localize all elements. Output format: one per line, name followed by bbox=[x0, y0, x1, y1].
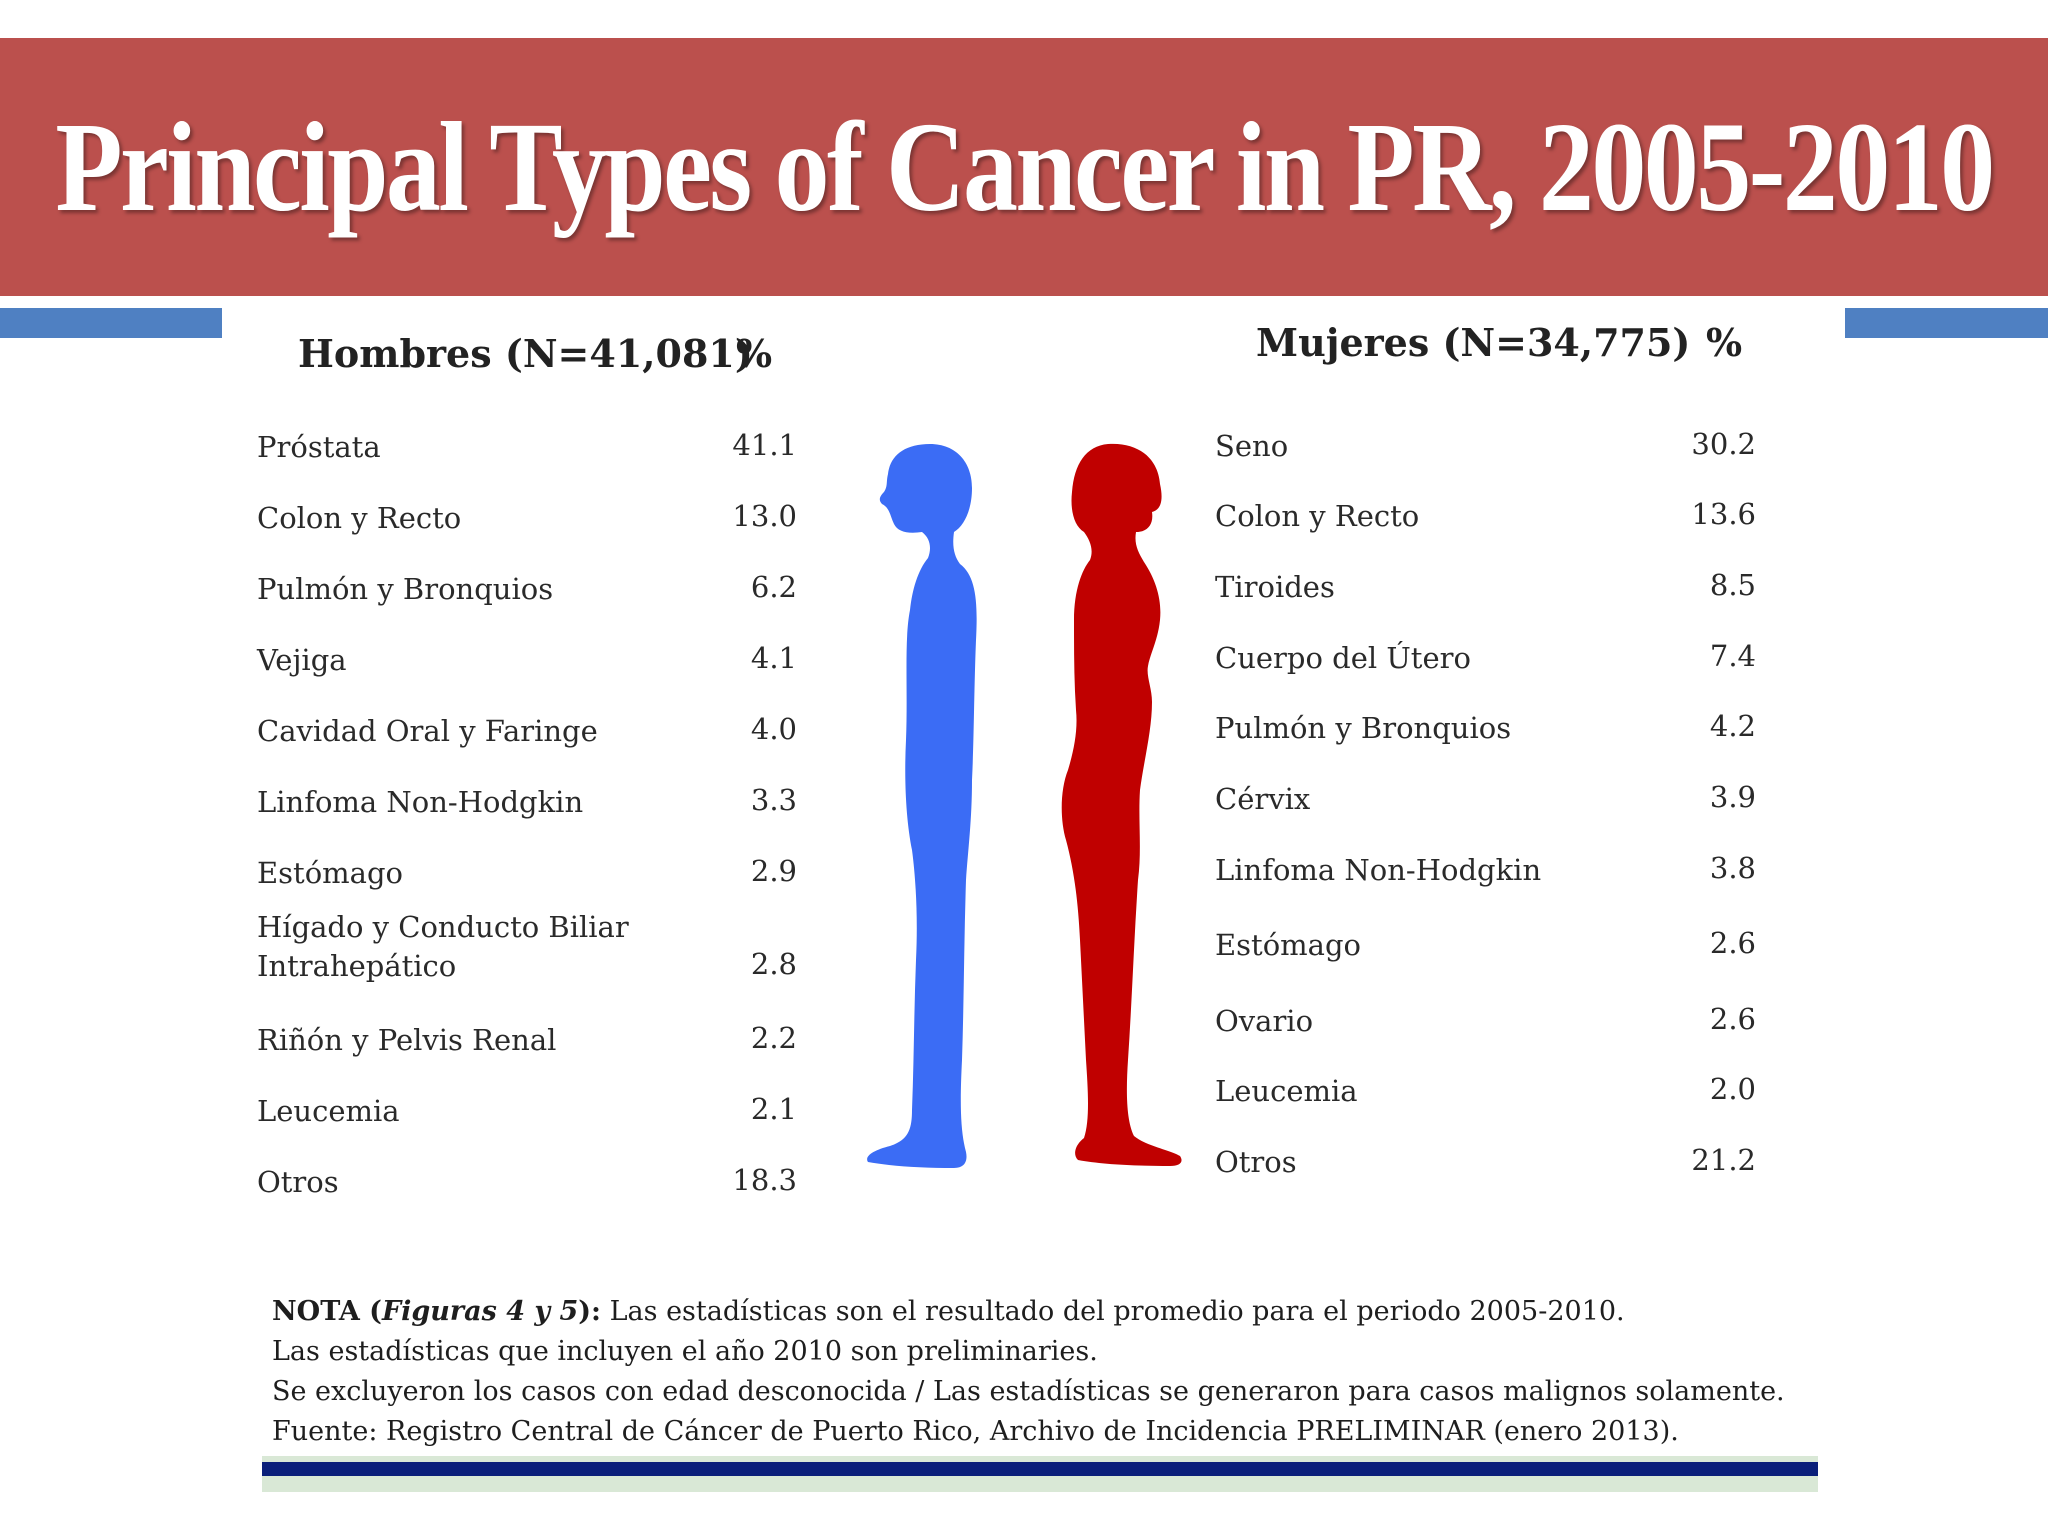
hombres-row-label: Vejiga bbox=[257, 643, 347, 677]
hombres-row-label: Próstata bbox=[257, 430, 381, 464]
mujeres-row-value: 3.8 bbox=[1709, 851, 1756, 885]
note-prefix: NOTA ( bbox=[272, 1296, 382, 1327]
mujeres-row-value: 7.4 bbox=[1709, 639, 1756, 673]
mujeres-row-label: Otros bbox=[1215, 1145, 1297, 1179]
male-silhouette bbox=[867, 444, 977, 1168]
female-figure-icon bbox=[1061, 443, 1182, 1167]
hombres-row-label: Pulmón y Bronquios bbox=[257, 572, 554, 606]
hombres-row-label: Otros bbox=[257, 1165, 339, 1199]
hombres-row-label: Estómago bbox=[257, 856, 403, 890]
mujeres-header: Mujeres (N=34,775) bbox=[1256, 320, 1691, 365]
hombres-row-value: 4.0 bbox=[750, 712, 797, 746]
note-line-1: NOTA (Figuras 4 y 5): Las estadísticas s… bbox=[272, 1292, 1832, 1332]
mujeres-row-value: 8.5 bbox=[1709, 568, 1756, 602]
hombres-row-value: 3.3 bbox=[750, 783, 797, 817]
note-line-2: Las estadísticas que incluyen el año 201… bbox=[272, 1336, 1098, 1367]
hombres-row-value: 18.3 bbox=[732, 1163, 797, 1197]
footer-rule-navy bbox=[262, 1462, 1818, 1476]
mujeres-row-value: 3.9 bbox=[1709, 780, 1756, 814]
mujeres-row-label: Tiroides bbox=[1215, 570, 1335, 604]
footer-rule-light-bottom bbox=[262, 1476, 1818, 1492]
mujeres-row-label: Pulmón y Bronquios bbox=[1215, 711, 1512, 745]
accent-bar-right bbox=[1845, 308, 2048, 338]
hombres-row-value: 2.1 bbox=[750, 1092, 797, 1126]
mujeres-row-label: Seno bbox=[1215, 429, 1289, 463]
note-suffix: ): bbox=[578, 1296, 602, 1327]
mujeres-row-label: Ovario bbox=[1215, 1004, 1314, 1038]
hombres-row-value: 41.1 bbox=[732, 428, 797, 462]
hombres-row-label: Riñón y Pelvis Renal bbox=[257, 1023, 557, 1057]
note-figures: Figuras 4 y 5 bbox=[381, 1296, 579, 1327]
mujeres-row-label: Leucemia bbox=[1215, 1074, 1358, 1108]
slide-title: Principal Types of Cancer in PR, 2005-20… bbox=[55, 95, 1995, 238]
hombres-row-label: Linfoma Non-Hodgkin bbox=[257, 785, 584, 819]
mujeres-row-value: 13.6 bbox=[1691, 497, 1756, 531]
note-line-1-text: Las estadísticas son el resultado del pr… bbox=[601, 1296, 1625, 1327]
hombres-row-value: 2.8 bbox=[750, 947, 797, 981]
hombres-header: Hombres (N=41,081) bbox=[298, 331, 753, 376]
mujeres-row-label: Estómago bbox=[1215, 928, 1361, 962]
hombres-row-value: 2.9 bbox=[750, 854, 797, 888]
mujeres-row-value: 2.0 bbox=[1709, 1072, 1756, 1106]
hombres-row-value: 4.1 bbox=[750, 641, 797, 675]
hombres-row-label: Leucemia bbox=[257, 1094, 400, 1128]
mujeres-row-label: Cérvix bbox=[1215, 782, 1311, 816]
footer-rule-light-top bbox=[262, 1456, 1818, 1462]
hombres-row-label-line2: Intrahepático bbox=[257, 949, 457, 983]
hombres-row-label: Cavidad Oral y Faringe bbox=[257, 714, 598, 748]
mujeres-row-value: 4.2 bbox=[1709, 709, 1756, 743]
hombres-row-label: Colon y Recto bbox=[257, 501, 462, 535]
female-silhouette bbox=[1061, 443, 1182, 1167]
note-line-3: Se excluyeron los casos con edad descono… bbox=[272, 1376, 1785, 1407]
mujeres-row-label: Cuerpo del Útero bbox=[1215, 641, 1471, 675]
note-line-4: Fuente: Registro Central de Cáncer de Pu… bbox=[272, 1416, 1679, 1447]
hombres-row-label-line1: Hígado y Conducto Biliar bbox=[257, 910, 629, 944]
mujeres-row-label: Linfoma Non-Hodgkin bbox=[1215, 853, 1542, 887]
hombres-row-value: 6.2 bbox=[750, 570, 797, 604]
mujeres-pct-header: % bbox=[1706, 320, 1743, 365]
hombres-row-value: 2.2 bbox=[750, 1021, 797, 1055]
hombres-pct-header: % bbox=[736, 331, 773, 376]
mujeres-row-value: 2.6 bbox=[1709, 926, 1756, 960]
mujeres-row-value: 30.2 bbox=[1691, 427, 1756, 461]
accent-bar-left bbox=[0, 308, 222, 338]
mujeres-row-value: 2.6 bbox=[1709, 1002, 1756, 1036]
title-band: Principal Types of Cancer in PR, 2005-20… bbox=[0, 38, 2048, 296]
hombres-row-value: 13.0 bbox=[732, 499, 797, 533]
mujeres-row-value: 21.2 bbox=[1691, 1143, 1756, 1177]
male-figure-icon bbox=[867, 444, 977, 1168]
mujeres-row-label: Colon y Recto bbox=[1215, 499, 1420, 533]
note-block: NOTA (Figuras 4 y 5): Las estadísticas s… bbox=[272, 1292, 1832, 1452]
